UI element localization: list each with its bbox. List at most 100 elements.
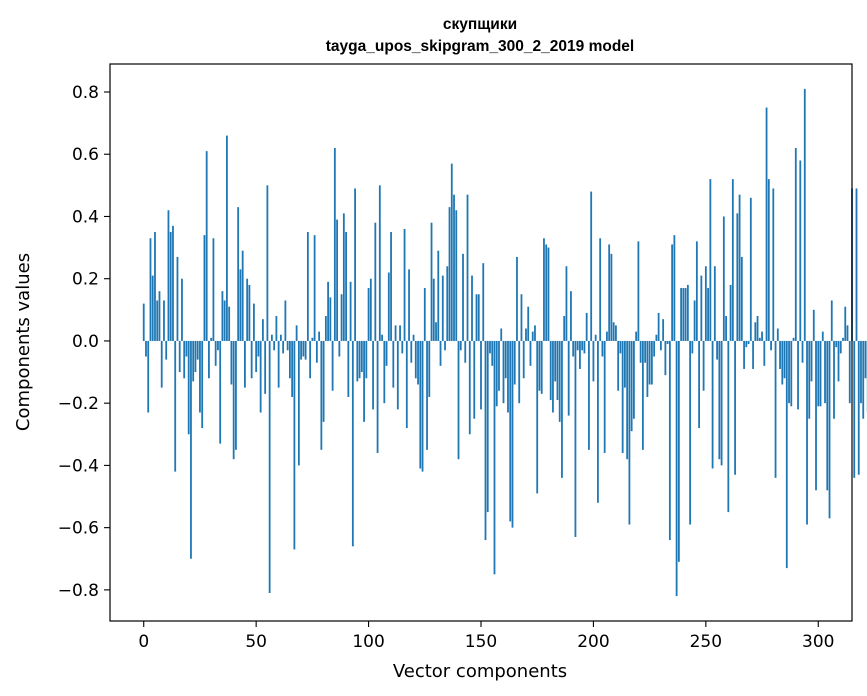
bar [635, 331, 638, 341]
bar [277, 340, 280, 388]
bar [142, 303, 145, 341]
bar [372, 340, 374, 410]
bar [446, 266, 449, 341]
bar [387, 272, 390, 341]
bar [354, 188, 356, 341]
bar [466, 194, 469, 341]
bar [722, 216, 725, 341]
bar [655, 334, 658, 341]
bar [543, 238, 545, 341]
bar [830, 300, 833, 341]
bar [819, 340, 822, 407]
bar [297, 340, 300, 466]
bar [673, 235, 676, 341]
bar [824, 340, 826, 404]
bar [441, 275, 444, 341]
bar [761, 331, 763, 341]
bar [516, 256, 518, 341]
bar [574, 340, 577, 537]
bar [448, 207, 451, 341]
bar [230, 340, 233, 385]
bar [785, 340, 788, 569]
bar [630, 340, 633, 432]
bar [217, 340, 219, 351]
bar [284, 300, 287, 341]
bar [439, 340, 442, 366]
bar [331, 340, 334, 391]
x-axis-ticks: 0 50 100 150 200 250 300 [138, 621, 834, 652]
bar [419, 340, 422, 469]
bar [659, 340, 662, 351]
bar [320, 340, 323, 450]
bar [644, 340, 647, 363]
bar [221, 291, 224, 341]
bar [507, 340, 509, 413]
bar [842, 337, 844, 341]
bar [360, 340, 363, 373]
bar [615, 325, 617, 341]
bar [306, 232, 309, 341]
bar [450, 163, 453, 341]
bar [480, 340, 482, 410]
bar [662, 319, 665, 341]
bar [156, 300, 159, 341]
bar [367, 288, 370, 341]
bar [857, 340, 860, 475]
bar [212, 238, 215, 341]
bar [776, 328, 779, 341]
bar [752, 340, 754, 369]
bar [293, 340, 296, 550]
bar [392, 340, 395, 388]
bar [376, 340, 379, 453]
bar [538, 340, 541, 391]
bar [601, 340, 604, 357]
bar [668, 340, 671, 541]
bar [498, 340, 500, 391]
bar [165, 340, 168, 360]
bar [700, 275, 703, 341]
bar [248, 284, 251, 341]
bar [525, 328, 527, 341]
bar [428, 340, 431, 397]
bar [597, 340, 599, 503]
bar [147, 340, 150, 413]
bar [756, 316, 759, 341]
bar [572, 340, 575, 357]
bar [709, 179, 712, 341]
bar [457, 340, 460, 460]
bar [489, 340, 491, 354]
bar [214, 340, 217, 366]
bar [239, 269, 242, 341]
bar [347, 340, 350, 397]
bar [437, 250, 440, 341]
bar [329, 297, 332, 341]
bar [426, 340, 428, 450]
bar [432, 278, 435, 341]
bar [565, 266, 568, 341]
bar [268, 340, 271, 593]
bar [390, 232, 392, 341]
bar [363, 340, 365, 422]
bar [385, 340, 388, 366]
bar [288, 340, 291, 379]
bar [727, 340, 730, 513]
bar [691, 340, 694, 354]
bar [208, 340, 210, 379]
bar [149, 238, 152, 341]
bar [176, 256, 179, 341]
bar [608, 244, 611, 341]
bar [315, 340, 318, 363]
bar [486, 340, 489, 513]
bar [190, 340, 192, 559]
bar [781, 340, 784, 385]
bar [412, 334, 415, 341]
bar [549, 340, 552, 401]
bar [304, 340, 307, 360]
bar [682, 288, 685, 341]
bar [648, 340, 651, 385]
bar [527, 306, 530, 341]
bar [817, 340, 820, 407]
bar [734, 340, 736, 475]
bar [394, 325, 397, 341]
bar [187, 340, 190, 435]
